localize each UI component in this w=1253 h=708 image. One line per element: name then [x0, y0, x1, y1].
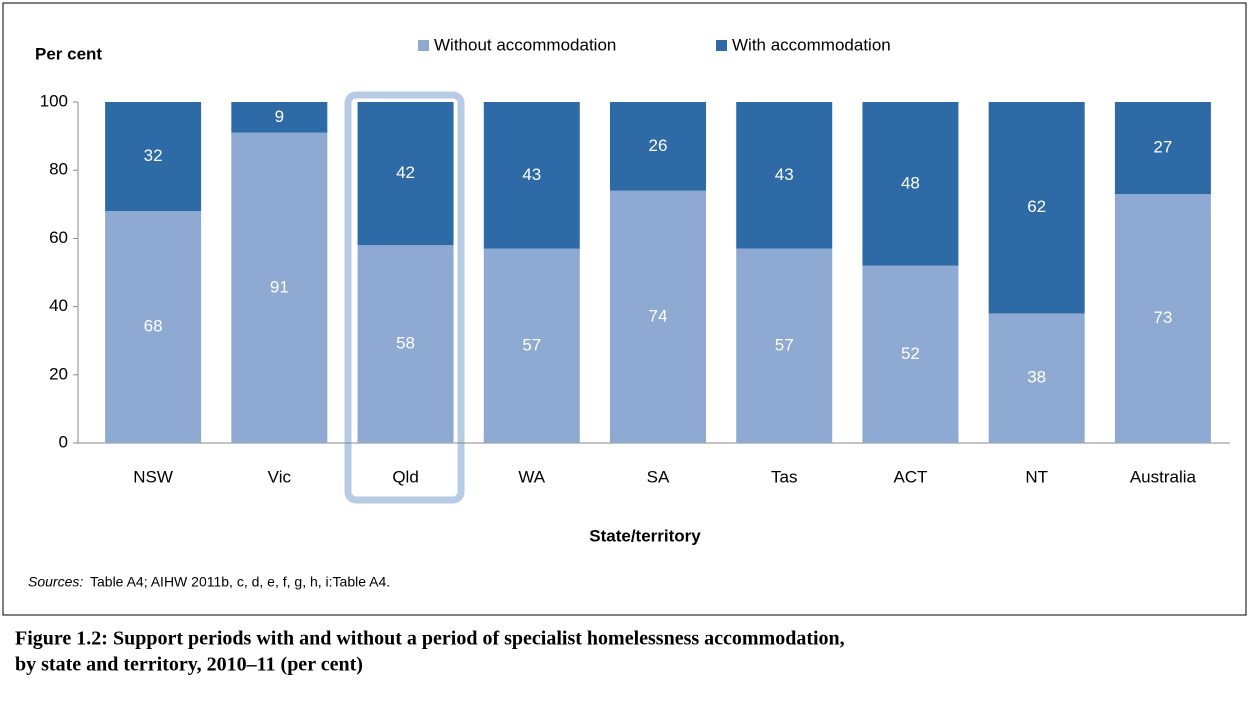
bar-segment [483, 102, 580, 249]
data-label: 57 [775, 335, 794, 354]
x-tick-label: Vic [268, 467, 292, 486]
legend-label: Without accommodation [434, 35, 616, 54]
x-tick-label: WA [518, 467, 545, 486]
data-label: 9 [275, 107, 284, 126]
y-tick-label: 20 [49, 364, 68, 383]
bar-segment [105, 102, 202, 212]
bar-segment [610, 190, 706, 443]
bar-segment [988, 102, 1085, 314]
bar-segment [736, 102, 833, 249]
bar-segment [862, 102, 959, 266]
bar-segment [988, 313, 1085, 443]
bar-segment [105, 211, 202, 443]
data-label: 27 [1153, 138, 1172, 157]
x-tick-label: Qld [392, 467, 418, 486]
bar-segment [231, 132, 328, 443]
x-tick-label: Australia [1130, 467, 1197, 486]
data-label: 52 [901, 344, 920, 363]
x-tick-label: NT [1025, 467, 1048, 486]
data-label: 48 [901, 173, 920, 192]
bar-segment [357, 102, 454, 246]
bar-segment [231, 102, 328, 133]
y-tick-label: 60 [49, 228, 68, 247]
caption: Figure 1.2: Support periods with and wit… [15, 628, 845, 650]
caption: by state and territory, 2010–11 (per cen… [15, 654, 363, 676]
y-axis-title: Per cent [35, 44, 102, 63]
data-label: 32 [144, 146, 163, 165]
bar-segment [483, 248, 580, 443]
source: Table A4; AIHW 2011b, c, d, e, f, g, h, … [90, 574, 390, 590]
y-tick-label: 40 [49, 296, 68, 315]
x-tick-label: SA [647, 467, 670, 486]
data-label: 43 [522, 165, 541, 184]
legend-swatch [418, 40, 429, 51]
data-label: 68 [144, 317, 163, 336]
source-label: Sources: [28, 574, 83, 590]
bar-segment [1114, 102, 1211, 195]
data-label: 26 [649, 136, 668, 155]
frame [2, 2, 1247, 616]
data-label: 62 [1027, 197, 1046, 216]
x-tick-label: ACT [893, 467, 927, 486]
data-label: 74 [649, 306, 668, 325]
legend-swatch [716, 40, 727, 51]
legend-label: With accommodation [732, 35, 891, 54]
x-tick-label: Tas [771, 467, 797, 486]
bar-segment [862, 265, 959, 443]
data-label: 58 [396, 334, 415, 353]
bar-segment [1114, 194, 1211, 443]
y-tick-label: 100 [40, 91, 68, 110]
x-axis-title: State/territory [589, 526, 701, 545]
data-label: 43 [775, 165, 794, 184]
highlight [344, 91, 465, 504]
data-label: 73 [1153, 308, 1172, 327]
y-tick-label: 80 [49, 160, 68, 179]
data-label: 38 [1027, 368, 1046, 387]
bar-segment [736, 248, 833, 443]
data-label: 57 [522, 335, 541, 354]
x-tick-label: NSW [133, 467, 173, 486]
bar-segment [610, 102, 706, 191]
data-label: 91 [270, 277, 289, 296]
bar-segment [357, 245, 454, 443]
data-label: 42 [396, 163, 415, 182]
y-tick-label: 0 [59, 432, 68, 451]
